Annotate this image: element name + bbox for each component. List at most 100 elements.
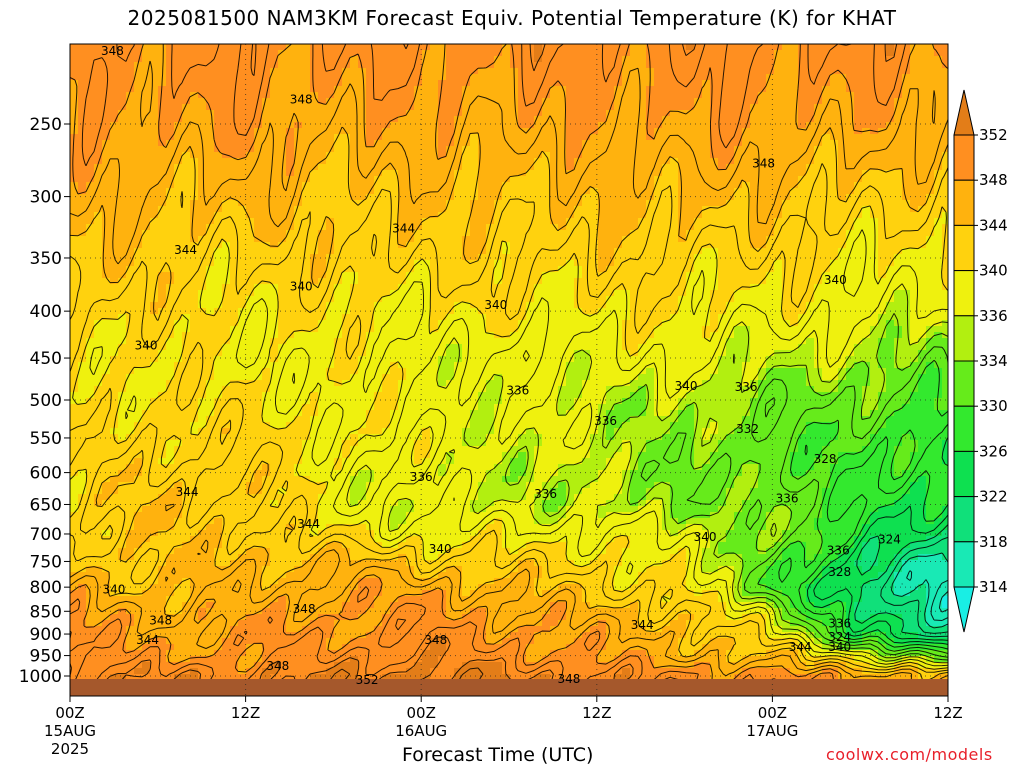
heatmap-cell <box>678 92 687 99</box>
heatmap-cell <box>478 92 487 99</box>
heatmap-cell <box>78 152 87 159</box>
heatmap-cell <box>838 116 847 123</box>
heatmap-cell <box>494 128 503 135</box>
heatmap-cell <box>174 62 183 69</box>
heatmap-cell <box>310 50 319 57</box>
heatmap-cell <box>198 152 207 159</box>
heatmap-cell <box>590 206 599 213</box>
heatmap-cell <box>366 236 375 243</box>
heatmap-cell <box>702 134 711 141</box>
heatmap-cell <box>150 188 159 195</box>
heatmap-cell <box>550 284 559 291</box>
heatmap-cell <box>742 242 751 249</box>
heatmap-cell <box>126 230 135 237</box>
heatmap-cell <box>166 284 175 291</box>
heatmap-cell <box>310 248 319 255</box>
heatmap-cell <box>358 128 367 135</box>
heatmap-cell <box>630 260 639 267</box>
heatmap-cell <box>590 164 599 171</box>
heatmap-cell <box>598 80 607 87</box>
heatmap-cell <box>78 200 87 207</box>
heatmap-cell <box>182 170 191 177</box>
heatmap-cell <box>862 140 871 147</box>
heatmap-cell <box>382 254 391 261</box>
heatmap-cell <box>902 86 911 93</box>
heatmap-cell <box>358 212 367 219</box>
heatmap-cell <box>934 158 943 165</box>
heatmap-cell <box>142 116 151 123</box>
heatmap-cell <box>862 212 871 219</box>
heatmap-cell <box>934 86 943 93</box>
heatmap-cell <box>246 80 255 87</box>
heatmap-cell <box>574 164 583 171</box>
heatmap-cell <box>198 200 207 207</box>
heatmap-cell <box>382 68 391 75</box>
heatmap-cell <box>190 218 199 225</box>
heatmap-cell <box>598 194 607 201</box>
heatmap-cell <box>222 272 231 279</box>
heatmap-cell <box>278 290 287 297</box>
heatmap-cell <box>822 206 831 213</box>
heatmap-cell <box>838 296 847 303</box>
heatmap-cell <box>598 170 607 177</box>
heatmap-cell <box>806 278 815 285</box>
heatmap-cell <box>334 302 343 309</box>
heatmap-cell <box>174 302 183 309</box>
heatmap-cell <box>198 302 207 309</box>
heatmap-cell <box>326 224 335 231</box>
heatmap-cell <box>142 128 151 135</box>
heatmap-cell <box>878 170 887 177</box>
heatmap-cell <box>350 248 359 255</box>
heatmap-cell <box>902 236 911 243</box>
heatmap-cell <box>846 284 855 291</box>
heatmap-cell <box>126 284 135 291</box>
heatmap-cell <box>910 170 919 177</box>
heatmap-cell <box>830 158 839 165</box>
heatmap-cell <box>934 104 943 111</box>
heatmap-cell <box>278 224 287 231</box>
heatmap-cell <box>414 260 423 267</box>
heatmap-cell <box>670 104 679 111</box>
heatmap-cell <box>342 206 351 213</box>
heatmap-cell <box>422 128 431 135</box>
heatmap-cell <box>694 194 703 201</box>
heatmap-cell <box>910 194 919 201</box>
heatmap-cell <box>894 56 903 63</box>
heatmap-cell <box>278 80 287 87</box>
heatmap-cell <box>638 158 647 165</box>
heatmap-cell <box>598 182 607 189</box>
heatmap-cell <box>150 80 159 87</box>
heatmap-cell <box>606 128 615 135</box>
heatmap-cell <box>342 236 351 243</box>
heatmap-cell <box>278 230 287 237</box>
heatmap-cell <box>894 302 903 309</box>
heatmap-cell <box>86 272 95 279</box>
heatmap-cell <box>86 278 95 285</box>
heatmap-cell <box>630 56 639 63</box>
heatmap-cell <box>766 224 775 231</box>
heatmap-cell <box>286 74 295 81</box>
heatmap-cell <box>870 200 879 207</box>
heatmap-cell <box>574 74 583 81</box>
heatmap-cell <box>886 224 895 231</box>
heatmap-cell <box>742 92 751 99</box>
heatmap-cell <box>374 260 383 267</box>
heatmap-cell <box>662 152 671 159</box>
heatmap-cell <box>574 194 583 201</box>
heatmap-cell <box>398 104 407 111</box>
heatmap-cell <box>278 50 287 57</box>
heatmap-cell <box>870 146 879 153</box>
heatmap-cell <box>294 308 303 315</box>
heatmap-cell <box>334 242 343 249</box>
heatmap-cell <box>374 158 383 165</box>
heatmap-cell <box>614 134 623 141</box>
heatmap-cell <box>470 230 479 237</box>
heatmap-cell <box>358 56 367 63</box>
heatmap-cell <box>638 266 647 273</box>
heatmap-cell <box>726 170 735 177</box>
heatmap-cell <box>574 80 583 87</box>
heatmap-cell <box>686 200 695 207</box>
heatmap-cell <box>742 248 751 255</box>
heatmap-cell <box>326 92 335 99</box>
heatmap-cell <box>246 116 255 123</box>
